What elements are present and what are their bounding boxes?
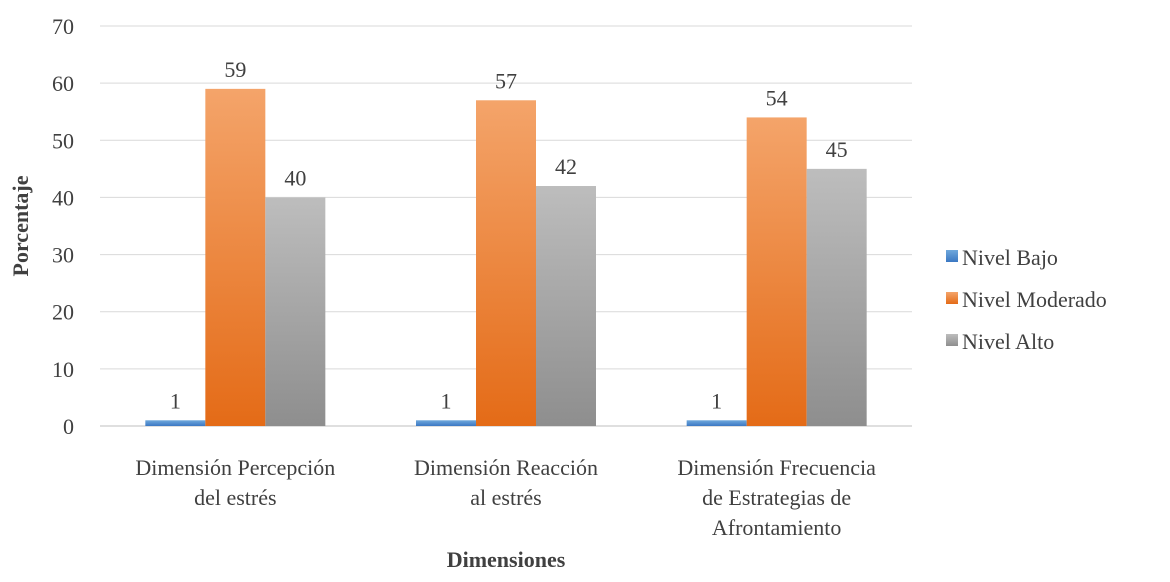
legend-swatch [946, 250, 958, 262]
legend-swatch [946, 292, 958, 304]
x-axis-title: Dimensiones [447, 547, 566, 572]
y-tick-label: 20 [52, 300, 74, 325]
y-tick-label: 10 [52, 357, 74, 382]
y-tick-label: 60 [52, 71, 74, 96]
data-label: 1 [711, 388, 722, 413]
x-axis-categories: Dimensión Percepción del estrés Dimensión … [135, 455, 876, 540]
y-tick-label: 70 [52, 14, 74, 39]
legend-label: Nivel Alto [962, 329, 1054, 354]
legend-label: Nivel Moderado [962, 287, 1107, 312]
data-label: 42 [555, 154, 577, 179]
y-tick-label: 50 [52, 128, 74, 153]
bar [145, 420, 206, 426]
y-tick-label: 0 [63, 414, 74, 439]
y-axis-ticks: 0 10 20 30 40 50 60 70 [52, 14, 74, 439]
bar [265, 197, 326, 426]
data-label: 59 [224, 57, 246, 82]
data-label: 57 [495, 68, 517, 93]
bar [536, 186, 596, 426]
data-label: 1 [170, 388, 181, 413]
bar [686, 420, 747, 426]
x-category-label: Dimensión Percepción del estrés [135, 455, 335, 510]
bar [205, 88, 266, 426]
data-label: 1 [441, 388, 452, 413]
legend: Nivel Bajo Nivel Moderado Nivel Alto [946, 245, 1107, 354]
bars [145, 88, 867, 427]
bar [416, 420, 476, 426]
y-tick-label: 40 [52, 185, 74, 210]
bar [806, 168, 867, 426]
legend-swatch [946, 334, 958, 346]
data-label: 54 [766, 85, 788, 110]
x-category-label: Dimensión Reacción al estrés [414, 455, 598, 510]
x-category-label: Dimensión Frecuencia de Estrategias de Afr… [677, 455, 876, 540]
data-labels: 1 59 40 1 57 42 1 54 45 [170, 57, 848, 413]
bar [746, 117, 807, 426]
y-axis-title: Porcentaje [8, 175, 33, 276]
data-label: 40 [284, 165, 306, 190]
bar [476, 100, 536, 427]
legend-label: Nivel Bajo [962, 245, 1058, 270]
data-label: 45 [826, 137, 848, 162]
y-tick-label: 30 [52, 243, 74, 268]
